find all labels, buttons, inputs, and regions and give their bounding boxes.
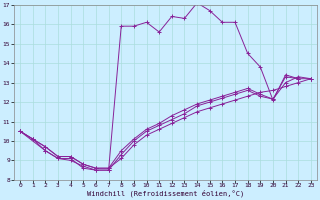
X-axis label: Windchill (Refroidissement éolien,°C): Windchill (Refroidissement éolien,°C) [87, 190, 244, 197]
